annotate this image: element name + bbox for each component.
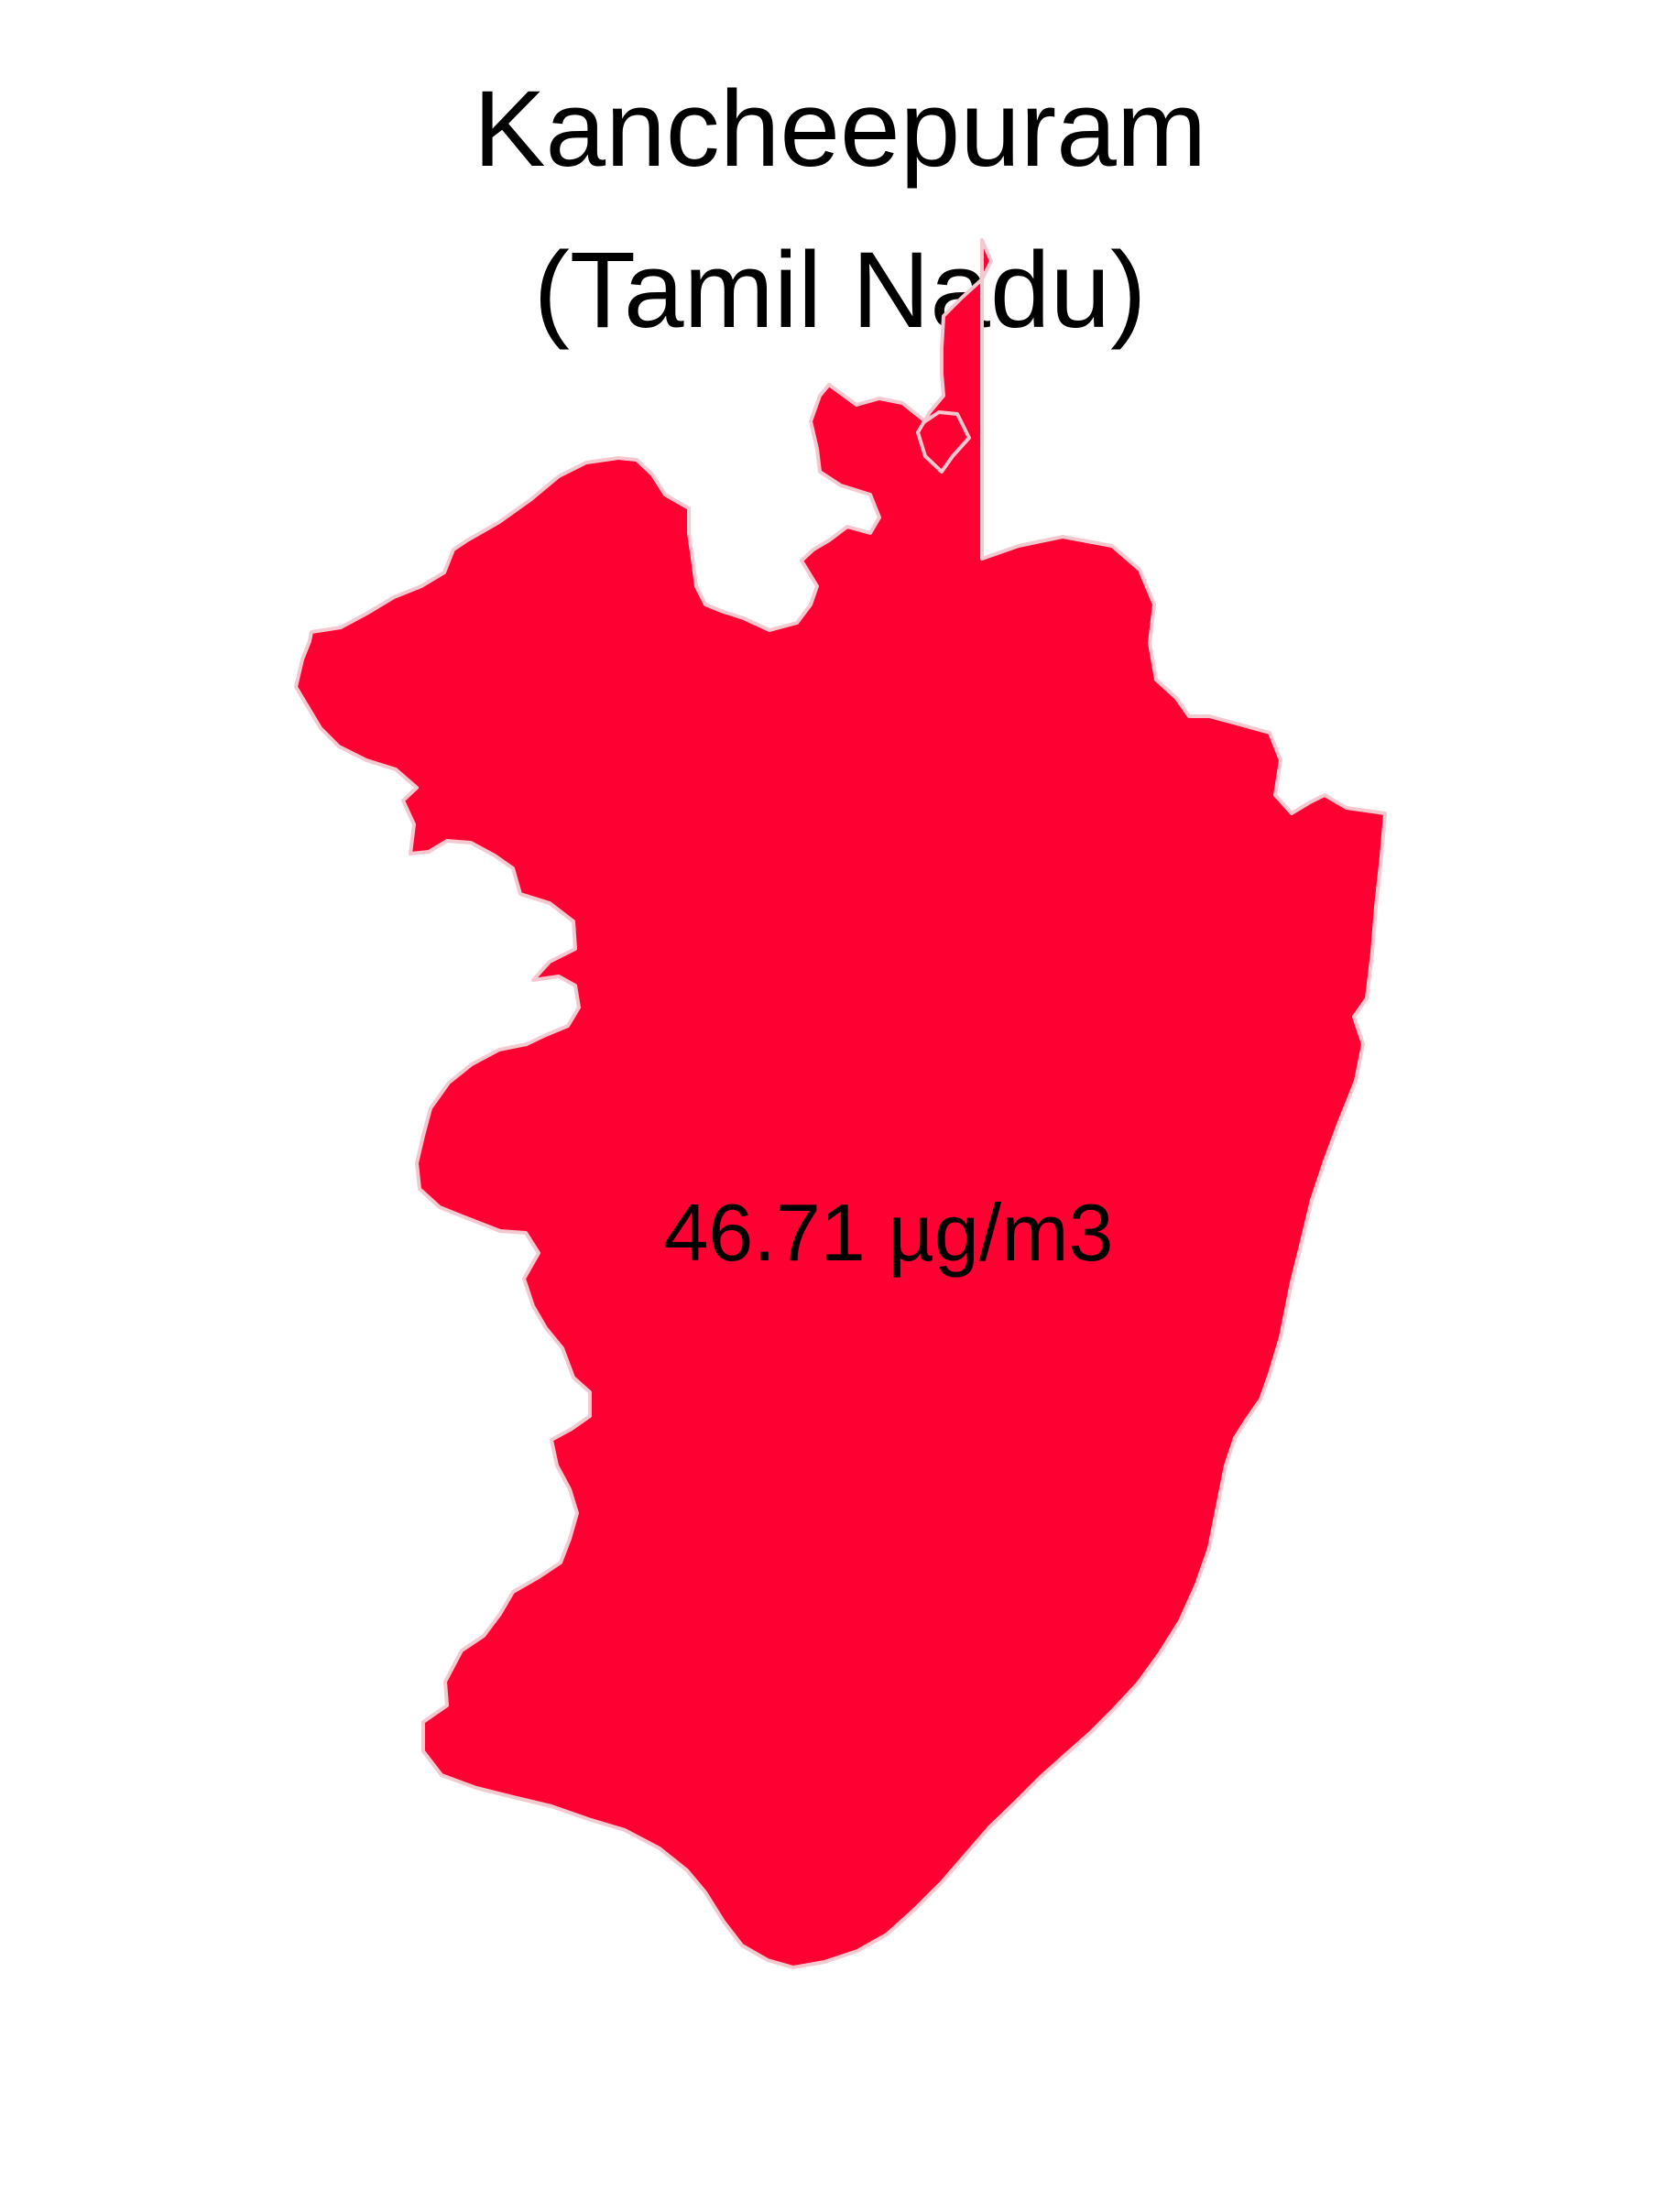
- map-title-district: Kancheepuram: [473, 69, 1207, 190]
- map-title-state: (Tamil Nadu): [533, 230, 1147, 351]
- kancheepuram-district-shape: [294, 238, 1387, 1969]
- pollution-value-label: 46.71 µg/m3: [663, 1187, 1114, 1278]
